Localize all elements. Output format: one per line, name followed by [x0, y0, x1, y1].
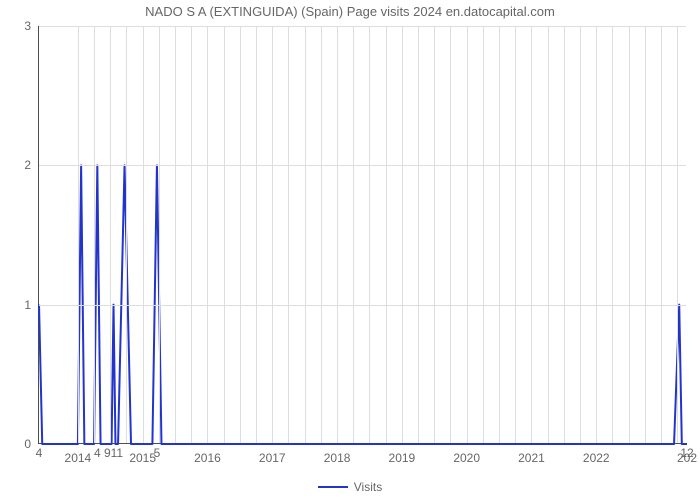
gridline-v-major	[78, 26, 79, 443]
gridline-v-minor	[191, 26, 192, 443]
gridline-v-minor	[224, 26, 225, 443]
gridline-v-minor	[645, 26, 646, 443]
x-tick-label: 2019	[389, 443, 416, 465]
gridline-v-minor	[564, 26, 565, 443]
x-tick-label: 2017	[259, 443, 286, 465]
point-label: 4	[36, 446, 43, 460]
chart-line-series	[39, 26, 687, 444]
gridline-h	[39, 305, 686, 306]
gridline-v-major	[661, 26, 662, 443]
gridline-v-minor	[288, 26, 289, 443]
gridline-v-major	[402, 26, 403, 443]
gridline-v-minor	[175, 26, 176, 443]
gridline-v-major	[143, 26, 144, 443]
gridline-v-minor	[386, 26, 387, 443]
x-tick-label: 2016	[194, 443, 221, 465]
gridline-v-major	[272, 26, 273, 443]
y-tick-label: 1	[24, 298, 39, 312]
legend-label: Visits	[354, 480, 382, 494]
x-tick-label: 2022	[583, 443, 610, 465]
x-tick-label: 2020	[453, 443, 480, 465]
x-tick-label: 2018	[324, 443, 351, 465]
point-label: 4	[94, 446, 101, 460]
y-tick-label: 2	[24, 158, 39, 172]
gridline-v-minor	[450, 26, 451, 443]
gridline-v-major	[596, 26, 597, 443]
x-tick-label: 2015	[129, 443, 156, 465]
gridline-v-minor	[580, 26, 581, 443]
gridline-v-major	[531, 26, 532, 443]
gridline-v-minor	[126, 26, 127, 443]
gridline-v-minor	[515, 26, 516, 443]
gridline-v-major	[467, 26, 468, 443]
point-label: 911	[104, 446, 123, 460]
x-tick-label: 2014	[65, 443, 92, 465]
gridline-h	[39, 26, 686, 27]
gridline-v-minor	[418, 26, 419, 443]
gridline-v-minor	[612, 26, 613, 443]
gridline-v-minor	[256, 26, 257, 443]
point-label: 12	[680, 446, 693, 460]
y-tick-label: 3	[24, 19, 39, 33]
gridline-v-minor	[483, 26, 484, 443]
chart-title: NADO S A (EXTINGUIDA) (Spain) Page visit…	[0, 4, 700, 19]
gridline-v-minor	[321, 26, 322, 443]
gridline-v-minor	[499, 26, 500, 443]
gridline-h	[39, 165, 686, 166]
gridline-v-minor	[110, 26, 111, 443]
chart-plot-area: 0123201420152016201720182019202020212022…	[38, 26, 686, 444]
gridline-v-minor	[369, 26, 370, 443]
gridline-v-major	[337, 26, 338, 443]
gridline-v-minor	[548, 26, 549, 443]
point-label: 5	[154, 446, 161, 460]
x-tick-label: 2021	[518, 443, 545, 465]
gridline-v-minor	[240, 26, 241, 443]
gridline-v-minor	[94, 26, 95, 443]
gridline-v-major	[207, 26, 208, 443]
gridline-v-minor	[159, 26, 160, 443]
gridline-v-minor	[677, 26, 678, 443]
legend-swatch	[318, 486, 348, 488]
gridline-v-minor	[434, 26, 435, 443]
gridline-v-minor	[305, 26, 306, 443]
gridline-v-minor	[353, 26, 354, 443]
chart-legend: Visits	[0, 479, 700, 494]
gridline-v-minor	[629, 26, 630, 443]
